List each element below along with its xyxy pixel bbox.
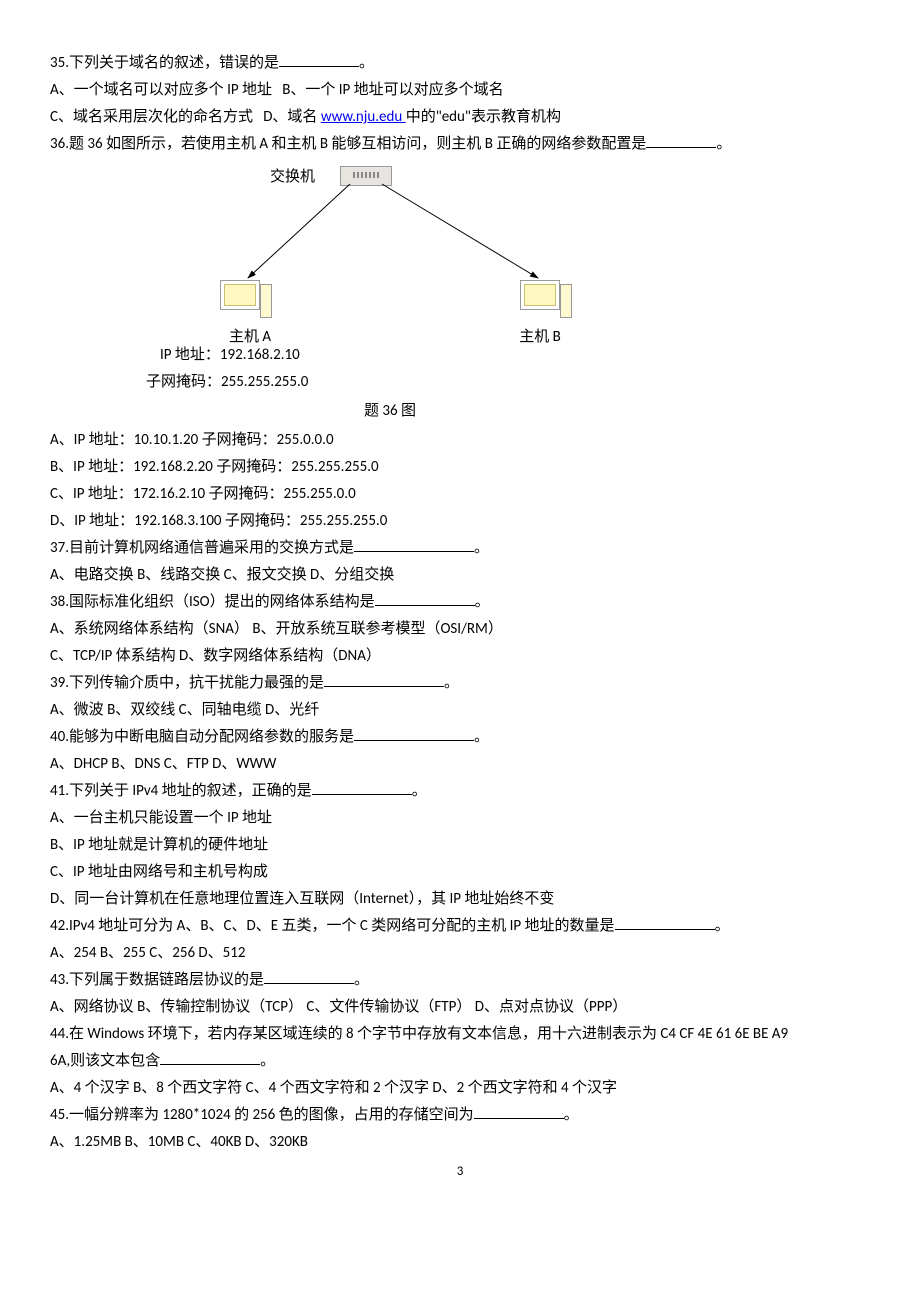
q35-optA: A、一个域名可以对应多个 IP 地址 [50,81,272,99]
q38-opts1: A、系统网络体系结构（SNA） B、开放系统互联参考模型（OSI/RM） [50,616,870,643]
blank [474,1103,564,1119]
blank [160,1049,260,1065]
blank [615,914,715,930]
q44-stem2-post: 。 [260,1052,275,1070]
q35-row-cd: C、域名采用层次化的命名方式 D、域名 www.nju.edu 中的"edu"表… [50,104,870,131]
q45-opts: A、1.25MB B、10MB C、40KB D、320KB [50,1129,870,1156]
q36-stem-pre: 36.题 36 如图所示，若使用主机 A 和主机 B 能够互相访问，则主机 B … [50,135,646,153]
q43-stem-post: 。 [354,971,369,989]
q36-diagram: 交换机 主机 A 主机 B [50,162,870,342]
q43-opts: A、网络协议 B、传输控制协议（TCP） C、文件传输协议（FTP） D、点对点… [50,994,870,1021]
q39-stem-pre: 39.下列传输介质中，抗干扰能力最强的是 [50,674,324,692]
q41-optA: A、一台主机只能设置一个 IP 地址 [50,805,870,832]
q35-row-ab: A、一个域名可以对应多个 IP 地址 B、一个 IP 地址可以对应多个域名 [50,77,870,104]
q37-stem-pre: 37.目前计算机网络通信普遍采用的交换方式是 [50,539,354,557]
page: 35.下列关于域名的叙述，错误的是。 A、一个域名可以对应多个 IP 地址 B、… [0,0,920,1203]
q36-optA: A、IP 地址：10.10.1.20 子网掩码：255.0.0.0 [50,427,870,454]
q37-stem: 37.目前计算机网络通信普遍采用的交换方式是 。 [50,535,870,562]
blank [375,590,475,606]
host-b-icon [520,280,562,320]
q37-stem-post: 。 [474,539,489,557]
switch-label: 交换机 [270,164,315,191]
host-b-label: 主机 B [500,324,580,351]
q42-stem: 42.IPv4 地址可分为 A、B、C、D、E 五类，一个 C 类网络可分配的主… [50,913,870,940]
host-a-mask: 子网掩码：255.255.255.0 [146,369,870,396]
q35-optC: C、域名采用层次化的命名方式 [50,108,253,126]
q40-stem-pre: 40.能够为中断电脑自动分配网络参数的服务是 [50,728,354,746]
q43-stem-pre: 43.下列属于数据链路层协议的是 [50,971,264,989]
q35-optB: B、一个 IP 地址可以对应多个域名 [282,81,503,99]
q40-stem: 40.能够为中断电脑自动分配网络参数的服务是 。 [50,724,870,751]
q41-optB: B、IP 地址就是计算机的硬件地址 [50,832,870,859]
q43-stem: 43.下列属于数据链路层协议的是 。 [50,967,870,994]
q39-stem: 39.下列传输介质中，抗干扰能力最强的是 。 [50,670,870,697]
q39-opts: A、微波 B、双绞线 C、同轴电缆 D、光纤 [50,697,870,724]
q35-stem: 35.下列关于域名的叙述，错误的是 。 [50,50,870,77]
blank [312,779,412,795]
page-number: 3 [50,1160,870,1183]
q35-optD-pre: D、域名 [263,108,321,126]
q40-opts: A、DHCP B、DNS C、FTP D、WWW [50,751,870,778]
q36-optD: D、IP 地址：192.168.3.100 子网掩码：255.255.255.0 [50,508,870,535]
q38-stem-pre: 38.国际标准化组织（ISO）提出的网络体系结构是 [50,593,375,611]
switch-icon [340,166,392,186]
fig36-title: 题 36 图 [0,398,870,425]
host-a-label: 主机 A [210,324,290,351]
q42-stem-pre: 42.IPv4 地址可分为 A、B、C、D、E 五类，一个 C 类网络可分配的主… [50,917,615,935]
q36-optB: B、IP 地址：192.168.2.20 子网掩码：255.255.255.0 [50,454,870,481]
q42-opts: A、254 B、255 C、256 D、512 [50,940,870,967]
q40-stem-post: 。 [474,728,489,746]
q41-optC: C、IP 地址由网络号和主机号构成 [50,859,870,886]
q44-stem1: 44.在 Windows 环境下，若内存某区域连续的 8 个字节中存放有文本信息… [50,1021,870,1048]
q35-optD-post: 中的"edu"表示教育机构 [406,108,561,126]
blank [264,968,354,984]
q41-stem-pre: 41.下列关于 IPv4 地址的叙述，正确的是 [50,782,312,800]
q44-opts: A、4 个汉字 B、8 个西文字符 C、4 个西文字符和 2 个汉字 D、2 个… [50,1075,870,1102]
blank [324,671,444,687]
arrows-svg [50,162,870,342]
q35-stem-post: 。 [359,54,374,72]
q41-optD: D、同一台计算机在任意地理位置连入互联网（Internet），其 IP 地址始终… [50,886,870,913]
q38-opts2: C、TCP/IP 体系结构 D、数字网络体系结构（DNA） [50,643,870,670]
q36-stem-post: 。 [716,135,731,153]
blank [354,536,474,552]
q36-optC: C、IP 地址：172.16.2.10 子网掩码：255.255.0.0 [50,481,870,508]
blank [279,51,359,67]
q45-stem-pre: 45.一幅分辨率为 1280*1024 的 256 色的图像，占用的存储空间为 [50,1106,474,1124]
blank [646,132,716,148]
q38-stem-post: 。 [475,593,490,611]
q38-stem: 38.国际标准化组织（ISO）提出的网络体系结构是 。 [50,589,870,616]
host-a-icon [220,280,262,320]
q45-stem: 45.一幅分辨率为 1280*1024 的 256 色的图像，占用的存储空间为 。 [50,1102,870,1129]
q44-stem2-pre: 6A,则该文本包含 [50,1052,160,1070]
blank [354,725,474,741]
q44-stem2: 6A,则该文本包含 。 [50,1048,870,1075]
q35-link[interactable]: www.nju.edu [321,108,406,126]
q42-stem-post: 。 [715,917,730,935]
q37-opts: A、电路交换 B、线路交换 C、报文交换 D、分组交换 [50,562,870,589]
q41-stem: 41.下列关于 IPv4 地址的叙述，正确的是 。 [50,778,870,805]
q41-stem-post: 。 [412,782,427,800]
q35-stem-pre: 35.下列关于域名的叙述，错误的是 [50,54,279,72]
q45-stem-post: 。 [564,1106,579,1124]
q36-stem: 36.题 36 如图所示，若使用主机 A 和主机 B 能够互相访问，则主机 B … [50,131,870,158]
q39-stem-post: 。 [444,674,459,692]
